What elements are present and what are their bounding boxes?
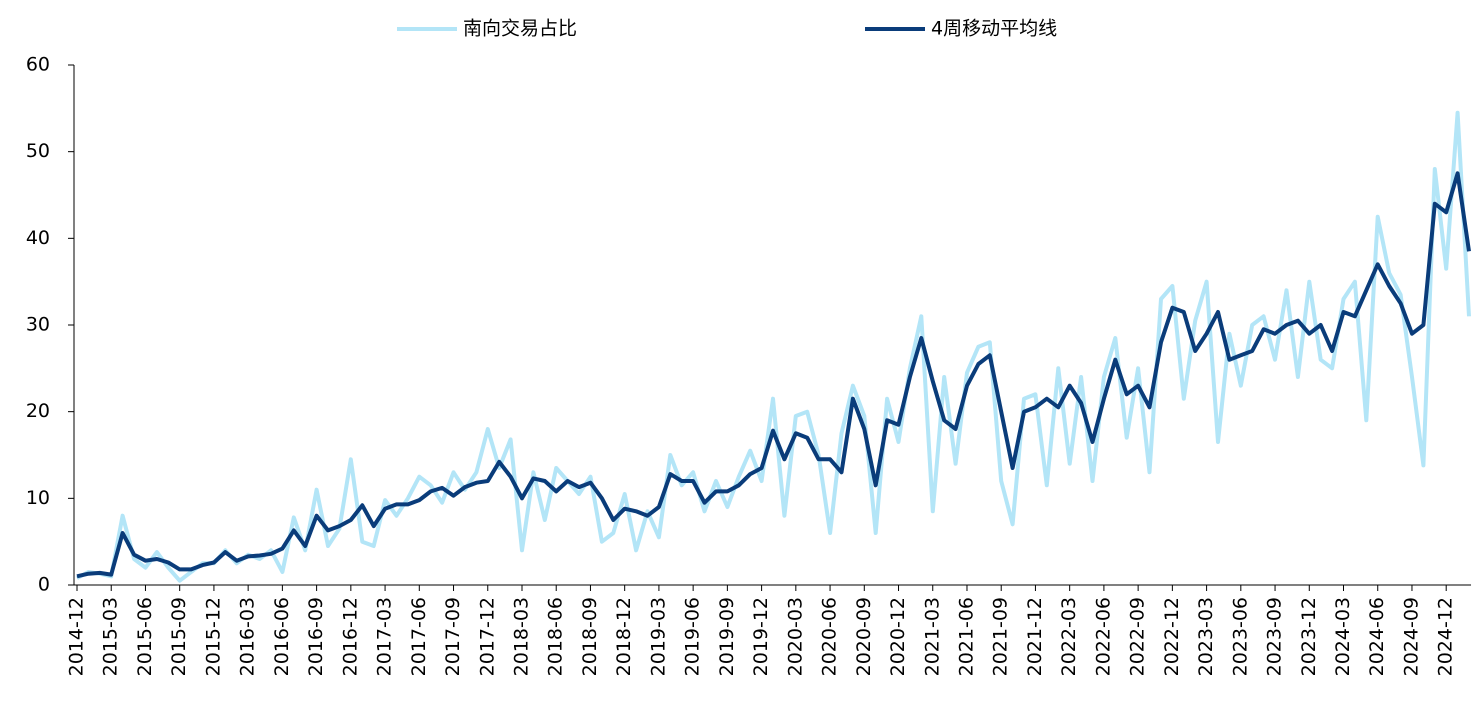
x-tick-label: 2019-12	[750, 597, 772, 676]
x-tick-label: 2021-03	[921, 597, 943, 676]
y-tick-label: 40	[26, 227, 50, 249]
x-tick-label: 2017-12	[476, 597, 498, 676]
x-tick-label: 2022-03	[1058, 597, 1080, 676]
legend: 南向交易占比 4周移动平均线	[397, 18, 1057, 40]
x-tick-label: 2020-06	[819, 597, 841, 676]
y-tick-label: 20	[26, 400, 50, 422]
x-tick-label: 2015-12	[202, 597, 224, 676]
x-tick-label: 2014-12	[66, 597, 88, 676]
x-tick-label: 2015-03	[100, 597, 122, 676]
x-tick-label: 2016-03	[237, 597, 259, 676]
y-tick-label: 30	[26, 314, 50, 336]
y-tick-label: 60	[26, 54, 50, 76]
legend-label: 南向交易占比	[463, 18, 577, 40]
x-tick-label: 2024-06	[1366, 597, 1388, 676]
x-tick-label: 2018-06	[545, 597, 567, 676]
x-tick-label: 2024-12	[1435, 597, 1457, 676]
x-tick-label: 2020-12	[887, 597, 909, 676]
x-tick-label: 2023-03	[1195, 597, 1217, 676]
x-tick-label: 2023-09	[1264, 597, 1286, 676]
legend-label: 4周移动平均线	[931, 18, 1057, 40]
x-tick-label: 2020-03	[784, 597, 806, 676]
x-tick-label: 2021-12	[1024, 597, 1046, 676]
x-tick-label: 2022-09	[1127, 597, 1149, 676]
x-tick-label: 2021-09	[990, 597, 1012, 676]
x-tick-label: 2021-06	[955, 597, 977, 676]
x-tick-label: 2019-09	[716, 597, 738, 676]
x-tick-label: 2016-09	[305, 597, 327, 676]
x-tick-label: 2023-06	[1229, 597, 1251, 676]
series-line	[76, 110, 1471, 583]
x-tick-label: 2018-03	[510, 597, 532, 676]
y-tick-label: 10	[26, 487, 50, 509]
x-tick-label: 2016-12	[339, 597, 361, 676]
x-tick-label: 2017-09	[442, 597, 464, 676]
x-tick-label: 2020-09	[853, 597, 875, 676]
series-line	[76, 171, 1471, 579]
y-tick-label: 50	[26, 140, 50, 162]
x-tick-label: 2018-12	[613, 597, 635, 676]
x-tick-label: 2024-09	[1400, 597, 1422, 676]
x-tick-label: 2023-12	[1298, 597, 1320, 676]
x-tick-label: 2022-12	[1161, 597, 1183, 676]
x-tick-label: 2022-06	[1092, 597, 1114, 676]
x-tick-label: 2019-03	[647, 597, 669, 676]
x-tick-label: 2015-06	[134, 597, 156, 676]
x-tick-label: 2017-03	[374, 597, 396, 676]
x-tick-label: 2018-09	[579, 597, 601, 676]
x-tick-label: 2015-09	[168, 597, 190, 676]
x-tick-label: 2024-03	[1332, 597, 1354, 676]
x-tick-label: 2016-06	[271, 597, 293, 676]
x-tick-label: 2017-06	[408, 597, 430, 676]
y-tick-label: 0	[38, 574, 50, 596]
x-tick-label: 2019-06	[682, 597, 704, 676]
